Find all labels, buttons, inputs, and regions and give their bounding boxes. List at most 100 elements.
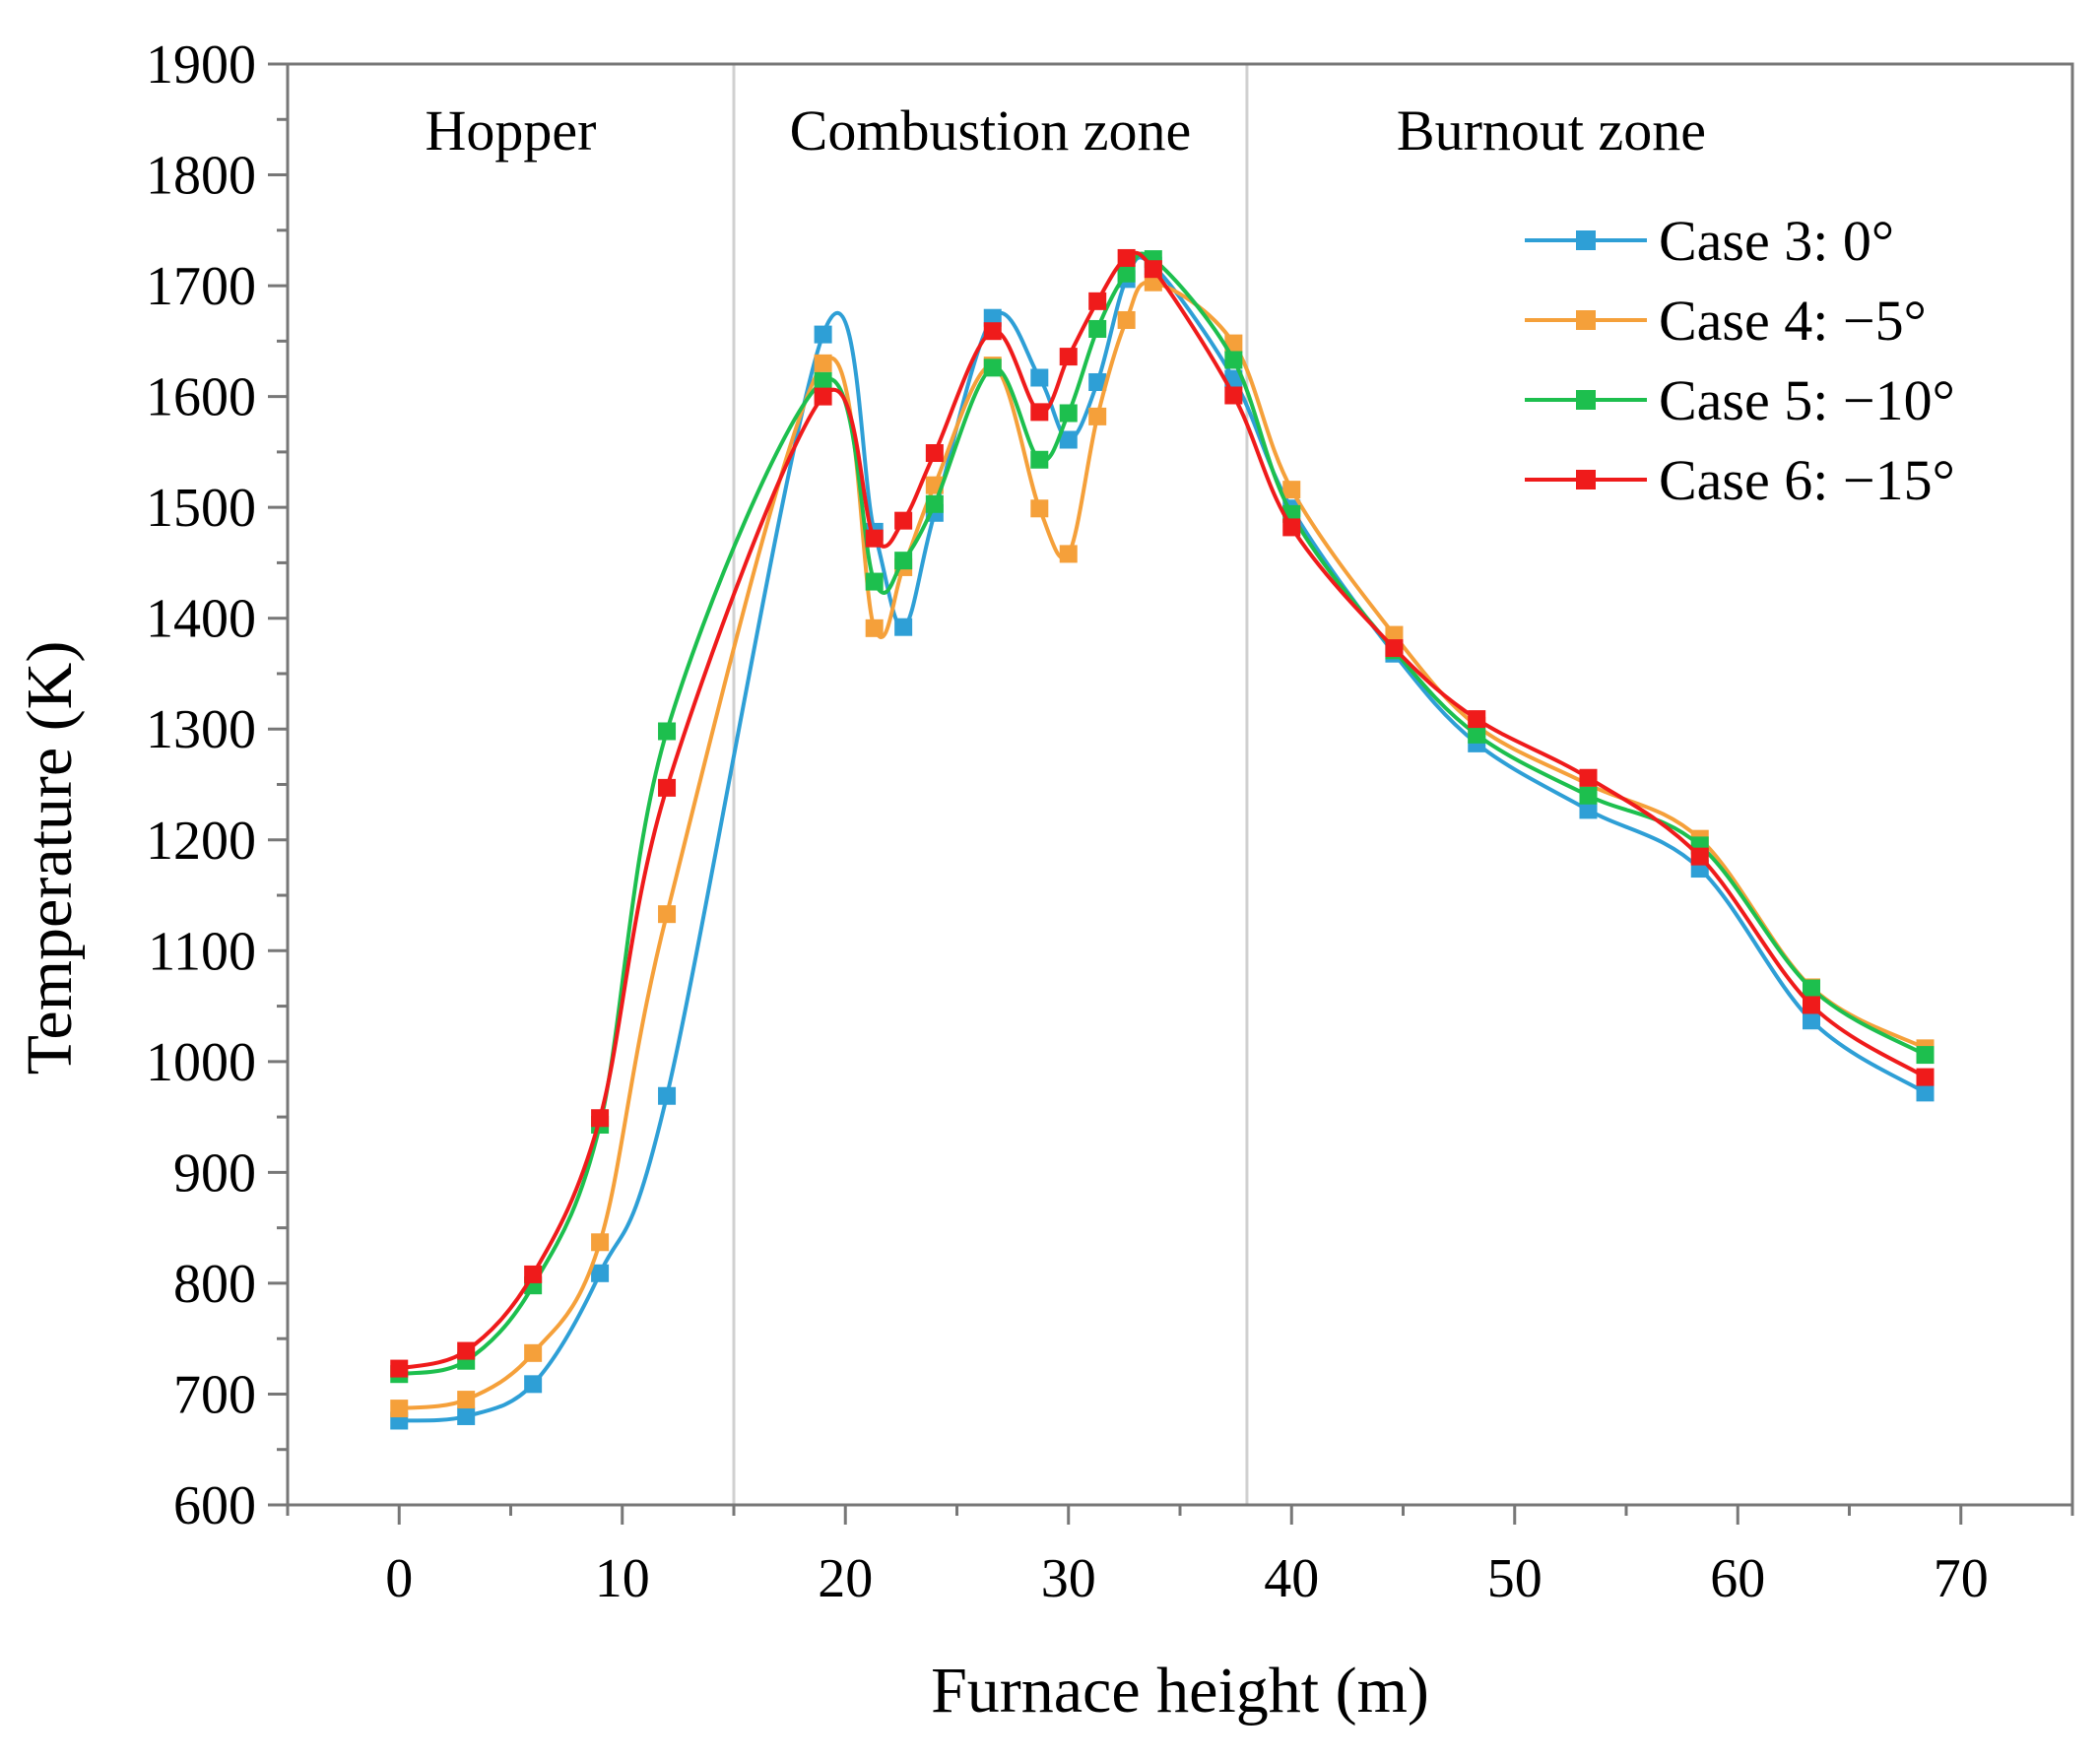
y-tick-label: 800 (173, 1254, 256, 1315)
data-point (390, 1400, 409, 1418)
zone-label: Hopper (426, 98, 597, 163)
zone-label: Combustion zone (790, 98, 1192, 163)
data-point (1690, 847, 1709, 866)
legend-marker (1576, 390, 1596, 410)
data-point (390, 1359, 409, 1378)
data-point (1117, 264, 1136, 283)
data-point (1579, 801, 1598, 819)
data-point (1088, 372, 1107, 391)
data-point (1030, 368, 1049, 387)
zone-labels: Hopper Combustion zone Burnout zone (426, 98, 1707, 163)
data-point (457, 1341, 476, 1360)
x-tick-label: 70 (1934, 1548, 1989, 1609)
data-point (1059, 545, 1078, 563)
legend: Case 3: 0° Case 4: −5° Case 5: −10° Case 6:… (1525, 209, 1955, 512)
y-tick-label: 1700 (146, 256, 256, 317)
x-tick-label: 40 (1264, 1548, 1319, 1609)
y-tick-label: 1900 (146, 34, 256, 96)
data-point (591, 1264, 610, 1282)
data-point (1802, 979, 1820, 998)
data-point (1385, 625, 1404, 644)
x-tick-label: 0 (385, 1548, 413, 1609)
series-layer (390, 248, 1935, 1430)
legend-marker (1576, 470, 1596, 489)
axes: 6007008009001000110012001300140015001600… (146, 34, 2074, 1609)
series-1 (390, 255, 1935, 1430)
data-point (1117, 310, 1136, 329)
data-point (1117, 248, 1136, 267)
data-point (1030, 499, 1049, 518)
data-point (1059, 430, 1078, 449)
data-point (658, 722, 677, 741)
data-point (1059, 404, 1078, 423)
data-point (1579, 768, 1598, 787)
data-point (1468, 710, 1486, 729)
data-point (1088, 319, 1107, 338)
x-tick-label: 20 (818, 1548, 873, 1609)
data-point (1088, 292, 1107, 310)
data-point (814, 371, 832, 390)
data-point (814, 325, 832, 344)
y-tick-label: 1800 (146, 146, 256, 207)
data-point (524, 1375, 543, 1394)
data-point (894, 511, 913, 530)
data-point (1282, 481, 1301, 499)
y-tick-label: 700 (173, 1364, 256, 1425)
legend-label: Case 6: −15° (1659, 448, 1955, 512)
data-point (1282, 518, 1301, 537)
data-point (865, 529, 884, 548)
legend-marker (1576, 230, 1596, 250)
x-tick-label: 30 (1041, 1548, 1096, 1609)
data-point (1385, 639, 1404, 658)
legend-marker (1576, 310, 1596, 330)
data-point (1802, 1011, 1820, 1030)
zone-boundaries (732, 64, 1249, 1505)
data-point (925, 494, 944, 513)
data-point (524, 1343, 543, 1362)
data-point (1224, 386, 1243, 405)
data-point (1144, 260, 1162, 279)
data-point (1916, 1046, 1935, 1065)
data-point (658, 905, 677, 924)
x-tick-label: 60 (1710, 1548, 1765, 1609)
data-point (894, 552, 913, 570)
data-point (591, 1109, 610, 1128)
legend-label: Case 4: −5° (1659, 289, 1927, 353)
y-tick-label: 1300 (146, 699, 256, 760)
zone-label: Burnout zone (1397, 98, 1706, 163)
data-point (1224, 351, 1243, 369)
data-point (1916, 1083, 1935, 1102)
data-point (1579, 786, 1598, 805)
data-point (865, 619, 884, 637)
data-point (1802, 996, 1820, 1014)
x-axis-title: Furnace height (m) (931, 1655, 1429, 1727)
data-point (1916, 1068, 1935, 1086)
data-point (983, 308, 1002, 327)
x-tick-label: 50 (1487, 1548, 1542, 1609)
data-point (1059, 348, 1078, 366)
y-tick-label: 900 (173, 1142, 256, 1204)
data-point (1030, 403, 1049, 422)
data-point (814, 387, 832, 406)
data-point (1224, 334, 1243, 353)
y-axis-title: Temperature (K) (14, 641, 86, 1076)
x-tick-label: 10 (595, 1548, 650, 1609)
data-point (983, 359, 1002, 377)
y-tick-label: 600 (173, 1475, 256, 1536)
data-point (658, 1086, 677, 1105)
data-point (925, 444, 944, 463)
legend-label: Case 3: 0° (1659, 209, 1894, 273)
y-tick-label: 1500 (146, 478, 256, 539)
data-point (1088, 407, 1107, 425)
data-point (865, 572, 884, 591)
data-point (894, 618, 913, 636)
series-4 (390, 248, 1935, 1378)
y-tick-label: 1100 (148, 921, 256, 982)
data-point (814, 354, 832, 372)
data-point (457, 1391, 476, 1409)
y-tick-label: 1400 (146, 589, 256, 650)
data-point (983, 322, 1002, 341)
data-point (1468, 725, 1486, 744)
